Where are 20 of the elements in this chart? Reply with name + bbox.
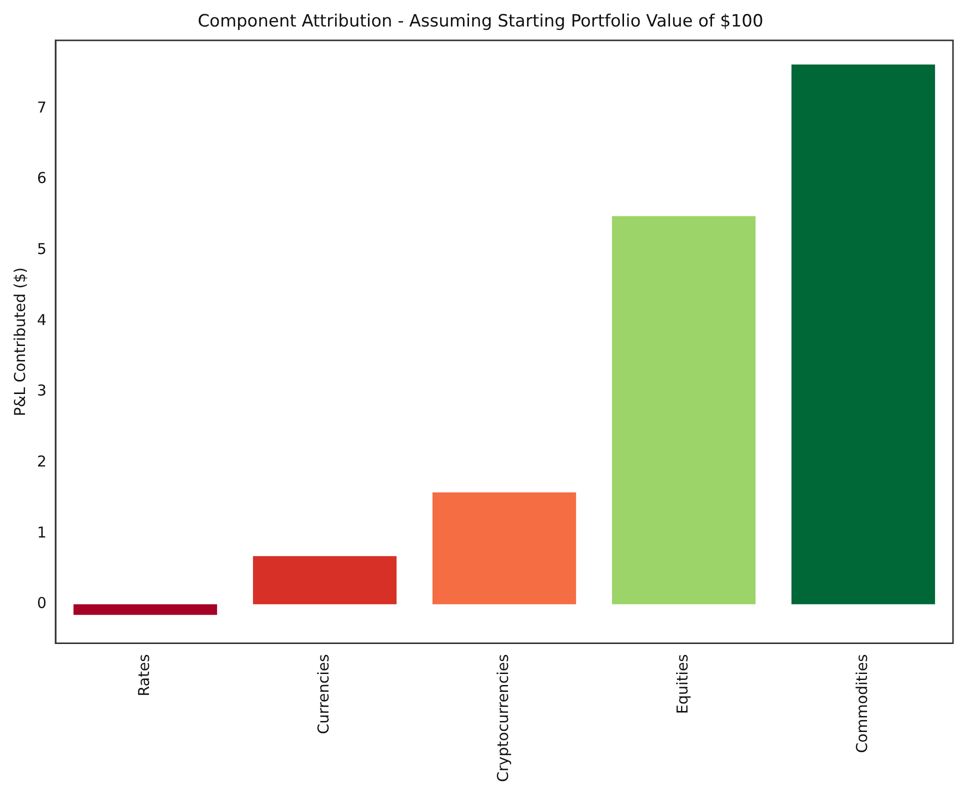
y-tick-label: 3 xyxy=(36,382,47,400)
y-tick-label: 2 xyxy=(36,452,47,470)
y-tick-label: 6 xyxy=(36,169,47,188)
x-tick-label: Equities xyxy=(674,654,692,714)
bar xyxy=(73,604,218,615)
bar xyxy=(612,216,756,604)
bar xyxy=(432,492,576,604)
y-tick-label: 7 xyxy=(36,98,47,116)
y-tick-label: 0 xyxy=(36,594,47,612)
x-tick-label: Cryptocurrencies xyxy=(494,654,512,782)
y-tick-label: 1 xyxy=(36,523,47,542)
y-tick-label: 4 xyxy=(36,310,47,329)
x-tick-label: Currencies xyxy=(314,654,333,734)
bar xyxy=(252,556,397,604)
x-tick-label: Rates xyxy=(135,654,154,696)
chart-title: Component Attribution - Assuming Starting Portfolio Value of $100 xyxy=(198,12,764,32)
y-tick-label: 5 xyxy=(36,240,47,258)
y-axis-title: P&L Contributed ($) xyxy=(10,267,29,416)
x-tick-label: Commodities xyxy=(853,654,872,754)
bar xyxy=(791,64,936,604)
